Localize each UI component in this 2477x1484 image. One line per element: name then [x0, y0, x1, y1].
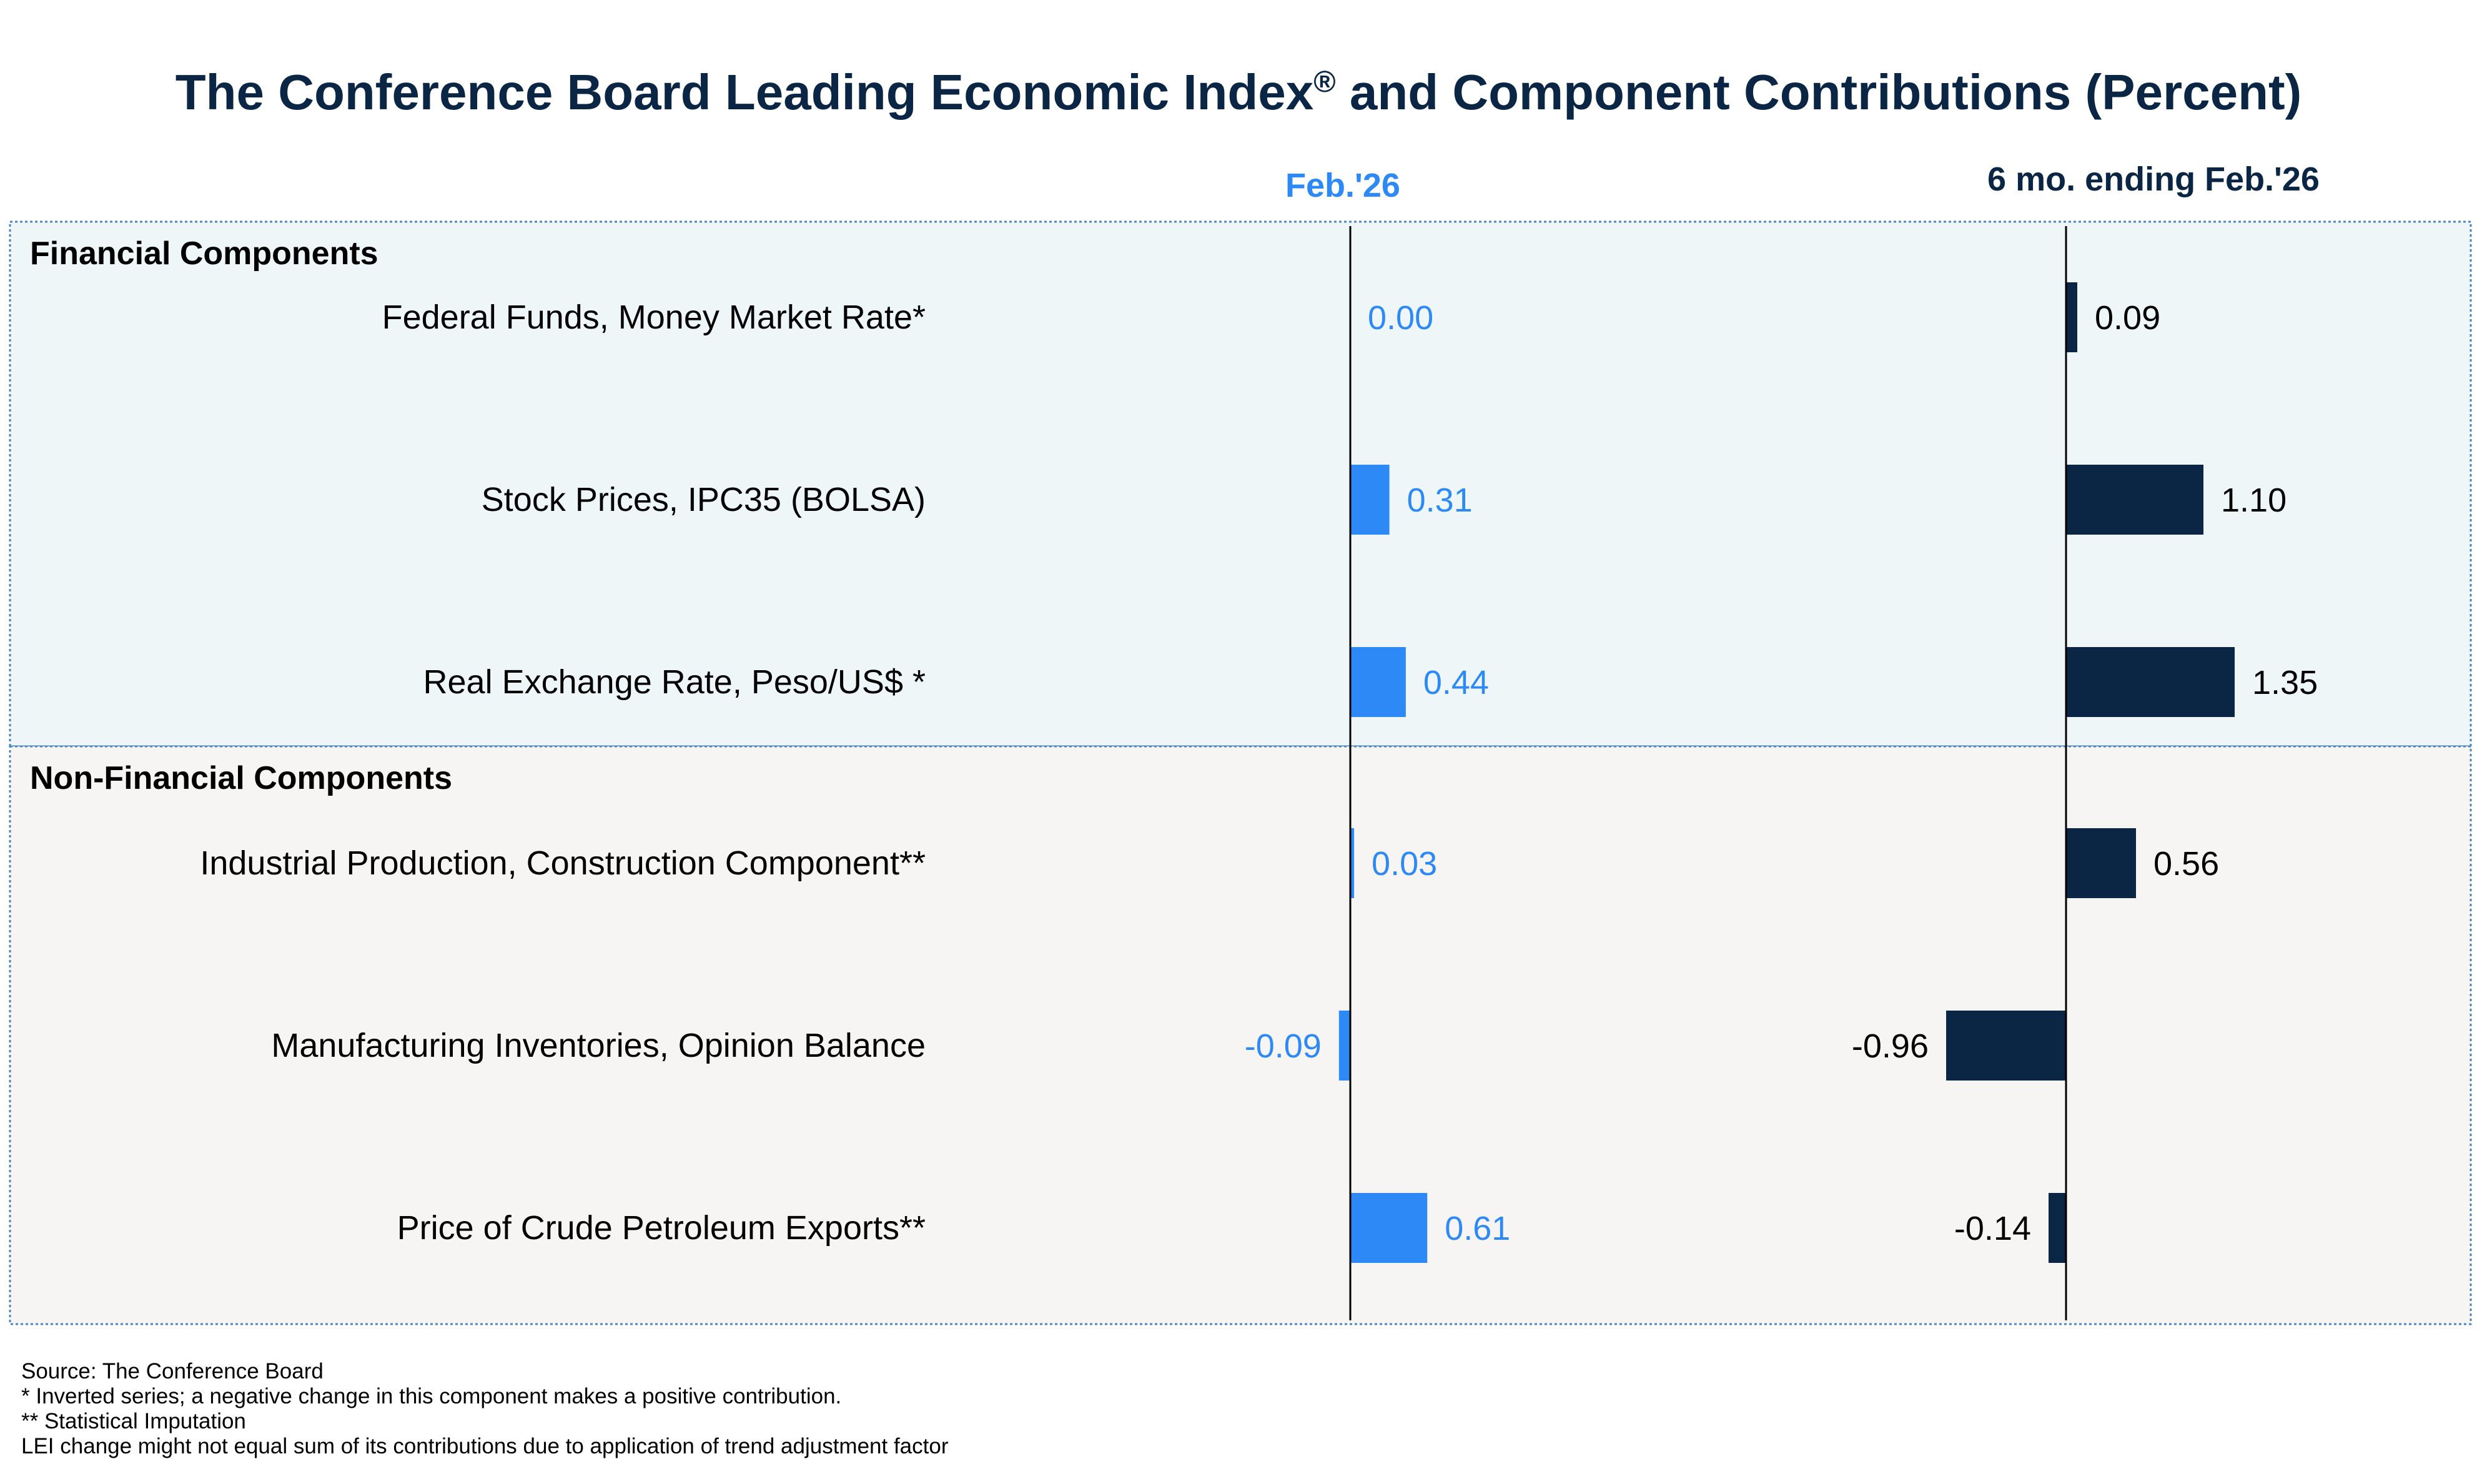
- six-bar: [2066, 647, 2235, 717]
- feb-value-label: -0.09: [1245, 1027, 1322, 1065]
- feb-bar: [1350, 1193, 1428, 1263]
- row-label: Real Exchange Rate, Peso/US$ *: [423, 663, 926, 701]
- row-label: Price of Crude Petroleum Exports**: [397, 1209, 926, 1247]
- group-label-non-financial: Non-Financial Components: [30, 760, 452, 796]
- six-value-label: 1.35: [2252, 664, 2318, 701]
- six-bar: [1946, 1011, 2066, 1081]
- footnote-trend-adjustment: LEI change might not equal sum of its co…: [21, 1434, 949, 1458]
- feb-value-label: 0.44: [1423, 664, 1489, 701]
- feb-value-label: 0.61: [1445, 1210, 1510, 1247]
- col-header-feb: Feb.'26: [1285, 167, 1400, 204]
- feb-bar: [1350, 647, 1406, 717]
- row-label: Manufacturing Inventories, Opinion Balan…: [271, 1027, 926, 1064]
- six-value-label: -0.96: [1852, 1027, 1929, 1065]
- footnotes: Source: The Conference Board * Inverted …: [21, 1359, 2395, 1459]
- six-bar: [2049, 1193, 2066, 1263]
- six-value-label: -0.14: [1954, 1210, 2031, 1247]
- row-label: Stock Prices, IPC35 (BOLSA): [482, 481, 926, 518]
- row-label: Federal Funds, Money Market Rate*: [382, 299, 926, 336]
- chart-title-rest: and Component Contributions (Percent): [1336, 64, 2302, 120]
- footnote-imputation: ** Statistical Imputation: [21, 1409, 246, 1433]
- six-bar: [2066, 828, 2136, 898]
- feb-value-label: 0.31: [1407, 482, 1473, 519]
- feb-bar: [1350, 465, 1390, 535]
- footnote-inverted-series: * Inverted series; a negative change in …: [21, 1384, 842, 1408]
- footnote-source: Source: The Conference Board: [21, 1359, 324, 1383]
- feb-value-label: 0.03: [1372, 845, 1437, 883]
- feb-bar: [1350, 828, 1355, 898]
- chart-title-registered-mark: ®: [1313, 66, 1335, 99]
- group-label-financial: Financial Components: [30, 235, 378, 272]
- row-label: Industrial Production, Construction Comp…: [200, 844, 926, 882]
- feb-value-label: 0.00: [1368, 299, 1433, 337]
- six-bar: [2066, 282, 2077, 352]
- financial-panel: [9, 220, 2472, 748]
- chart-title: The Conference Board Leading Economic In…: [176, 64, 2302, 120]
- feb-bar: [1338, 1011, 1350, 1081]
- six-value-label: 1.10: [2221, 482, 2287, 519]
- bars-layer: 0.00 0.31 0.44 0.03 -0.09 0.61 0.09 1.10 1.35 0.5…: [1245, 282, 2318, 1263]
- six-value-label: 0.56: [2153, 845, 2219, 883]
- chart-title-main: The Conference Board Leading Economic In…: [176, 64, 1314, 120]
- col-header-six-month: 6 mo. ending Feb.'26: [1987, 161, 2320, 198]
- six-value-label: 0.09: [2095, 299, 2160, 337]
- six-bar: [2066, 465, 2203, 535]
